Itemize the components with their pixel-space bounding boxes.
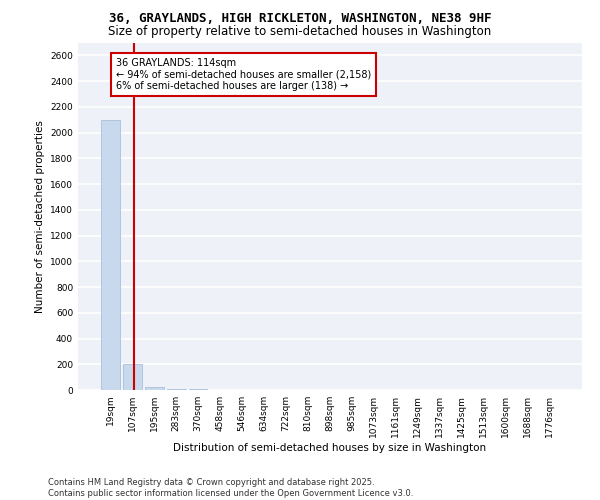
Text: Contains HM Land Registry data © Crown copyright and database right 2025.
Contai: Contains HM Land Registry data © Crown c… — [48, 478, 413, 498]
Bar — [167, 389, 185, 390]
X-axis label: Distribution of semi-detached houses by size in Washington: Distribution of semi-detached houses by … — [173, 442, 487, 452]
Text: 36 GRAYLANDS: 114sqm
← 94% of semi-detached houses are smaller (2,158)
6% of sem: 36 GRAYLANDS: 114sqm ← 94% of semi-detac… — [116, 58, 371, 91]
Y-axis label: Number of semi-detached properties: Number of semi-detached properties — [35, 120, 44, 312]
Text: 36, GRAYLANDS, HIGH RICKLETON, WASHINGTON, NE38 9HF: 36, GRAYLANDS, HIGH RICKLETON, WASHINGTO… — [109, 12, 491, 26]
Bar — [145, 387, 164, 390]
Bar — [123, 364, 142, 390]
Text: Size of property relative to semi-detached houses in Washington: Size of property relative to semi-detach… — [109, 25, 491, 38]
Bar — [101, 120, 119, 390]
